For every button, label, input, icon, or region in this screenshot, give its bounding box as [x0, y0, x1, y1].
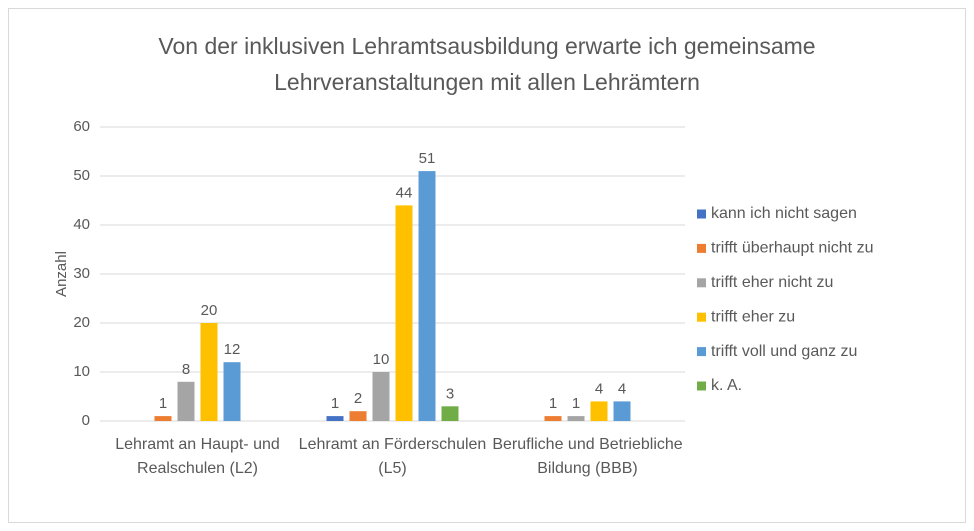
- y-tick-label: 10: [73, 363, 90, 380]
- x-tick-label: Lehramt an Haupt- und Realschulen (L2): [115, 436, 280, 477]
- legend-swatch: [697, 312, 706, 322]
- bar: [441, 406, 459, 421]
- chart-title: Von der inklusiven Lehramtsausbildung er…: [158, 33, 816, 95]
- legend-swatch: [697, 381, 706, 391]
- bar: [372, 372, 390, 421]
- bar: [567, 416, 585, 421]
- legend-swatch: [697, 209, 706, 219]
- legend-label: trifft überhaupt nicht zu: [711, 240, 873, 257]
- y-tick-label: 20: [73, 314, 90, 331]
- legend-label: trifft voll und ganz zu: [711, 343, 857, 360]
- data-label: 4: [595, 380, 603, 397]
- data-label: 51: [419, 150, 436, 167]
- bar: [200, 323, 218, 421]
- bar: [177, 381, 195, 421]
- data-label: 44: [396, 184, 413, 201]
- bar: [154, 416, 172, 421]
- data-label: 3: [446, 385, 454, 402]
- data-label: 10: [373, 351, 390, 368]
- legend-swatch: [697, 278, 706, 288]
- bar: [223, 362, 241, 421]
- chart-frame: [8, 8, 966, 523]
- data-label: 1: [549, 395, 557, 412]
- y-tick-label: 50: [73, 167, 90, 184]
- bar: [418, 171, 436, 421]
- y-tick-label: 30: [73, 265, 90, 282]
- data-label: 4: [618, 380, 626, 397]
- y-tick-label: 0: [82, 412, 90, 429]
- data-label: 8: [182, 361, 190, 378]
- legend-swatch: [697, 347, 706, 357]
- x-tick-label: Berufliche und Betriebliche Bildung (BBB…: [492, 436, 683, 477]
- bar: [395, 205, 413, 421]
- legend-swatch: [697, 243, 706, 253]
- data-label: 1: [159, 395, 167, 412]
- legend-label: trifft eher nicht zu: [711, 274, 833, 291]
- legend-label: trifft eher zu: [711, 308, 795, 325]
- y-tick-label: 60: [73, 118, 90, 135]
- bar: [326, 416, 344, 421]
- data-label: 20: [201, 302, 218, 319]
- legend-label: k. A.: [711, 377, 742, 394]
- data-label: 2: [354, 390, 362, 407]
- bar: [349, 411, 367, 421]
- data-label: 1: [572, 395, 580, 412]
- legend-label: kann ich nicht sagen: [711, 205, 857, 222]
- data-label: 1: [331, 395, 339, 412]
- bar: [590, 401, 608, 421]
- bar: [613, 401, 631, 421]
- data-label: 12: [224, 341, 241, 358]
- y-axis-label: Anzahl: [53, 251, 70, 297]
- y-tick-label: 40: [73, 216, 90, 233]
- bar: [544, 416, 562, 421]
- x-tick-label: Lehramt an Förderschulen (L5): [298, 436, 487, 477]
